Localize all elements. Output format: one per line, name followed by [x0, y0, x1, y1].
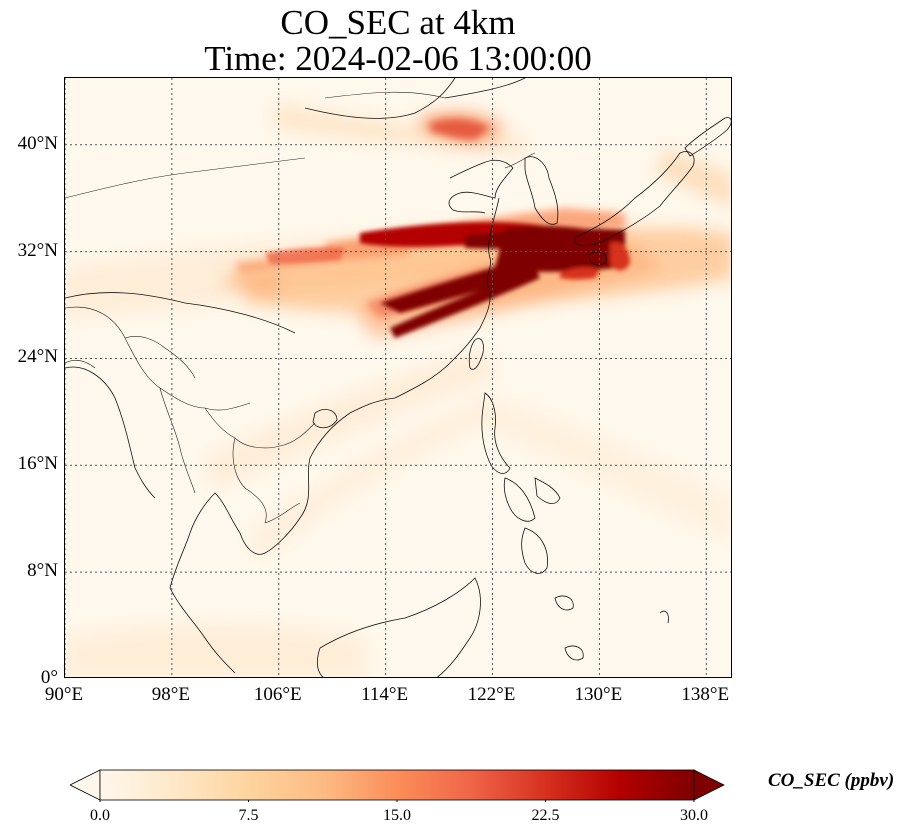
country-borders — [65, 91, 536, 524]
lat-tick-label: 32°N — [17, 239, 58, 261]
colorbar-tick-label: 30.0 — [680, 807, 708, 824]
colorbar-gradient — [99, 769, 695, 801]
lon-tick-label: 106°E — [253, 684, 302, 705]
colorbar — [70, 769, 725, 802]
lat-tick-label: 8°N — [27, 560, 58, 582]
lat-tick-label: 24°N — [17, 346, 58, 368]
colorbar-extend-max — [693, 769, 725, 801]
colorbar-tick-label: 0.0 — [90, 807, 110, 824]
colorbar-tick-label: 7.5 — [238, 807, 259, 824]
colorbar-tick-label: 15.0 — [383, 807, 411, 824]
lon-tick-label: 90°E — [44, 684, 84, 705]
lon-tick-label: 114°E — [361, 684, 409, 705]
lon-tick-label: 98°E — [151, 684, 190, 705]
map-canvas — [65, 78, 731, 677]
map-plot-area — [64, 77, 732, 678]
colorbar-tick-label: 22.5 — [531, 807, 560, 824]
lon-tick-label: 122°E — [467, 684, 516, 705]
lon-tick-label: 130°E — [574, 684, 623, 705]
map-subtitle-time: Time: 2024-02-06 13:00:00 — [204, 39, 592, 78]
coastlines — [65, 78, 731, 677]
lat-tick-label: 16°N — [17, 453, 58, 475]
map-title: CO_SEC at 4km — [280, 3, 516, 42]
co-plume-core — [265, 222, 630, 338]
colorbar-extend-min — [70, 769, 101, 801]
lon-tick-label: 138°E — [681, 684, 730, 705]
lat-tick-label: 0° — [40, 667, 58, 688]
colorbar-label: CO_SEC (ppbv) — [768, 770, 895, 791]
gridlines — [65, 78, 731, 677]
lat-tick-label: 40°N — [17, 132, 58, 154]
